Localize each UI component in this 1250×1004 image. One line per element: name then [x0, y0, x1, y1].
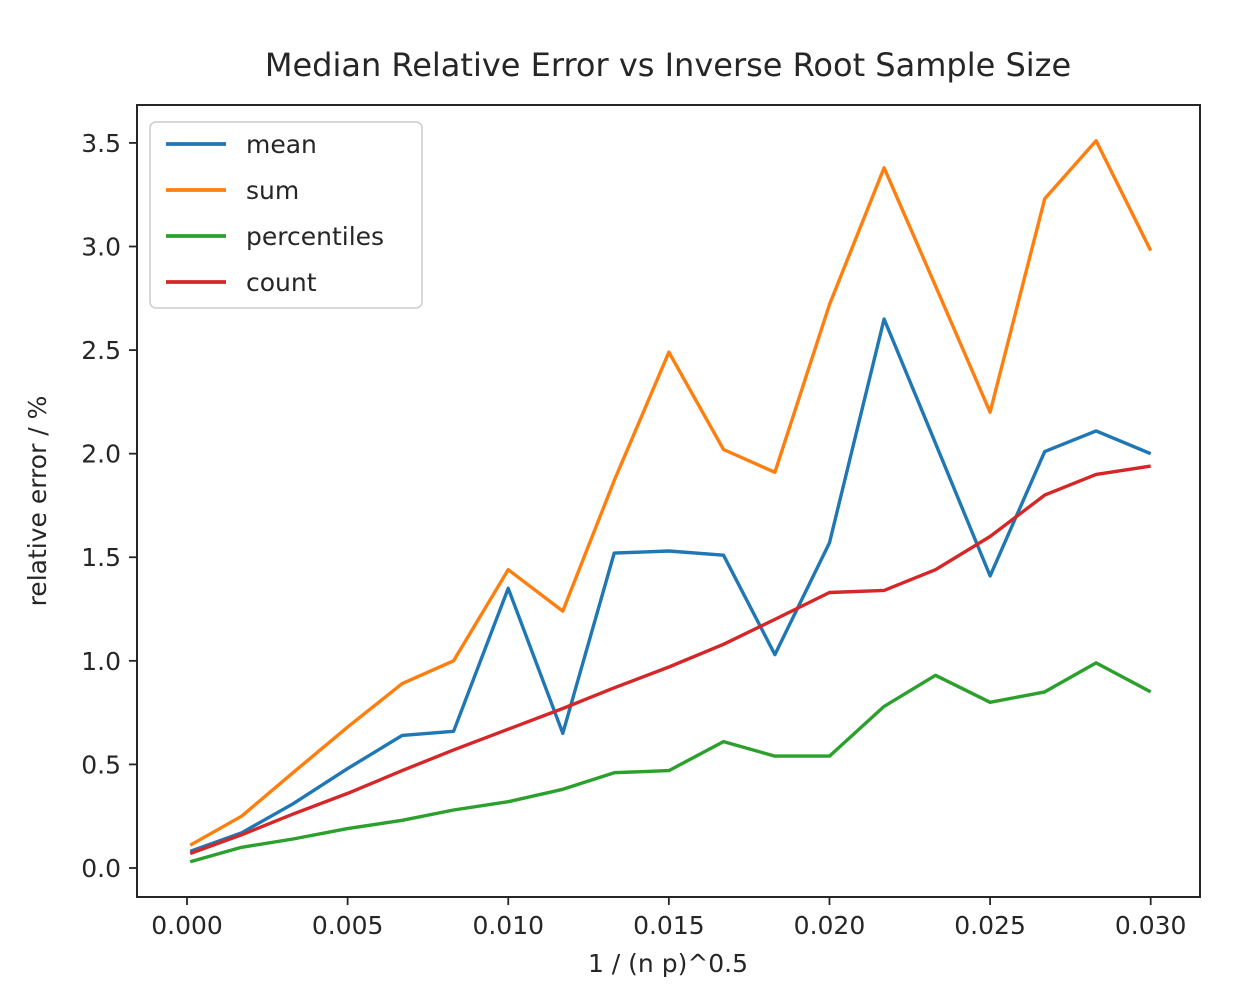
- x-tick-label: 0.005: [312, 911, 384, 940]
- y-tick-label: 1.0: [81, 647, 121, 676]
- series-line-count: [189, 464, 1151, 856]
- plot-border: [136, 104, 1201, 898]
- series-line-percentiles: [189, 661, 1152, 864]
- y-tick-label: 3.0: [81, 232, 121, 261]
- y-tick-label: 2.0: [81, 440, 121, 469]
- y-tick-label: 3.5: [81, 129, 121, 158]
- x-tick-label: 0.020: [794, 911, 866, 940]
- x-tick-label: 0.030: [1115, 911, 1187, 940]
- series-line-sum: [189, 139, 1153, 847]
- chart-title: Median Relative Error vs Inverse Root Sa…: [265, 46, 1071, 84]
- legend-label-mean: mean: [246, 130, 317, 159]
- legend: mean sum percentiles count: [149, 121, 423, 309]
- legend-label-sum: sum: [246, 176, 299, 205]
- y-tick-label: 0.5: [81, 750, 121, 779]
- x-tick-label: 0.010: [472, 911, 544, 940]
- x-tick-label: 0.025: [954, 911, 1026, 940]
- series-lines: [189, 139, 1153, 864]
- legend-label-percentiles: percentiles: [246, 222, 384, 251]
- y-tick-label: 1.5: [81, 543, 121, 572]
- x-axis-label: 1 / (n p)^0.5: [588, 949, 748, 978]
- series-line-mean: [189, 317, 1152, 853]
- legend-box: [149, 121, 423, 309]
- y-axis-label: relative error / %: [23, 396, 52, 607]
- y-tick-label: 0.0: [81, 854, 121, 883]
- y-tick-label: 2.5: [81, 336, 121, 365]
- x-tick-label: 0.000: [151, 911, 223, 940]
- axis-ticks: 0.000 0.005 0.010 0.015 0.020 0.025 0.030 0.0 0.…: [81, 129, 1186, 940]
- x-tick-label: 0.015: [633, 911, 705, 940]
- legend-label-count: count: [246, 268, 317, 297]
